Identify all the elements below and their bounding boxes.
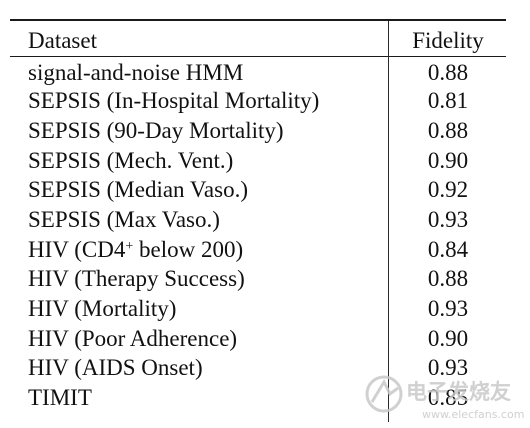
row-fidelity: 0.88 bbox=[427, 118, 469, 143]
row-dataset: HIV (AIDS Onset) bbox=[28, 355, 203, 380]
row-fidelity: 0.85 bbox=[427, 385, 469, 410]
row-dataset: SEPSIS (Max Vaso.) bbox=[28, 207, 220, 232]
elecfans-watermark: 电子发烧友 www.elecfans.com bbox=[365, 375, 524, 421]
row-dataset-suffix: below 200) bbox=[133, 237, 244, 262]
table-top-rule bbox=[10, 19, 506, 21]
watermark-logo-icon bbox=[365, 375, 403, 413]
row-dataset: signal-and-noise HMM bbox=[28, 60, 244, 85]
row-fidelity: 0.90 bbox=[427, 326, 469, 351]
row-dataset: TIMIT bbox=[28, 385, 92, 410]
row-dataset: SEPSIS (In-Hospital Mortality) bbox=[28, 88, 320, 113]
row-fidelity: 0.92 bbox=[427, 177, 469, 202]
row-dataset: SEPSIS (90-Day Mortality) bbox=[28, 118, 284, 143]
row-fidelity: 0.88 bbox=[427, 60, 469, 85]
watermark-title: 电子发烧友 bbox=[406, 380, 511, 404]
row-dataset-superscript: + bbox=[125, 239, 134, 254]
row-fidelity: 0.81 bbox=[427, 88, 469, 113]
header-fidelity: Fidelity bbox=[412, 28, 484, 53]
row-dataset: HIV (Mortality) bbox=[28, 296, 177, 321]
row-fidelity: 0.93 bbox=[427, 296, 469, 321]
row-fidelity: 0.90 bbox=[427, 148, 469, 173]
header-dataset: Dataset bbox=[28, 28, 97, 53]
row-dataset: HIV (Poor Adherence) bbox=[28, 326, 238, 351]
row-dataset: HIV (CD4+ below 200) bbox=[28, 237, 243, 263]
row-dataset-prefix: HIV (CD4 bbox=[28, 237, 126, 262]
column-divider bbox=[388, 21, 389, 422]
row-dataset: HIV (Therapy Success) bbox=[28, 266, 245, 291]
row-dataset: SEPSIS (Mech. Vent.) bbox=[28, 148, 234, 173]
row-fidelity: 0.93 bbox=[427, 355, 469, 380]
table-header-rule bbox=[10, 56, 506, 57]
row-fidelity: 0.88 bbox=[427, 266, 469, 291]
row-dataset: SEPSIS (Median Vaso.) bbox=[28, 177, 249, 202]
row-fidelity: 0.84 bbox=[427, 237, 469, 262]
row-fidelity: 0.93 bbox=[427, 207, 469, 232]
watermark-url: www.elecfans.com bbox=[422, 408, 524, 421]
